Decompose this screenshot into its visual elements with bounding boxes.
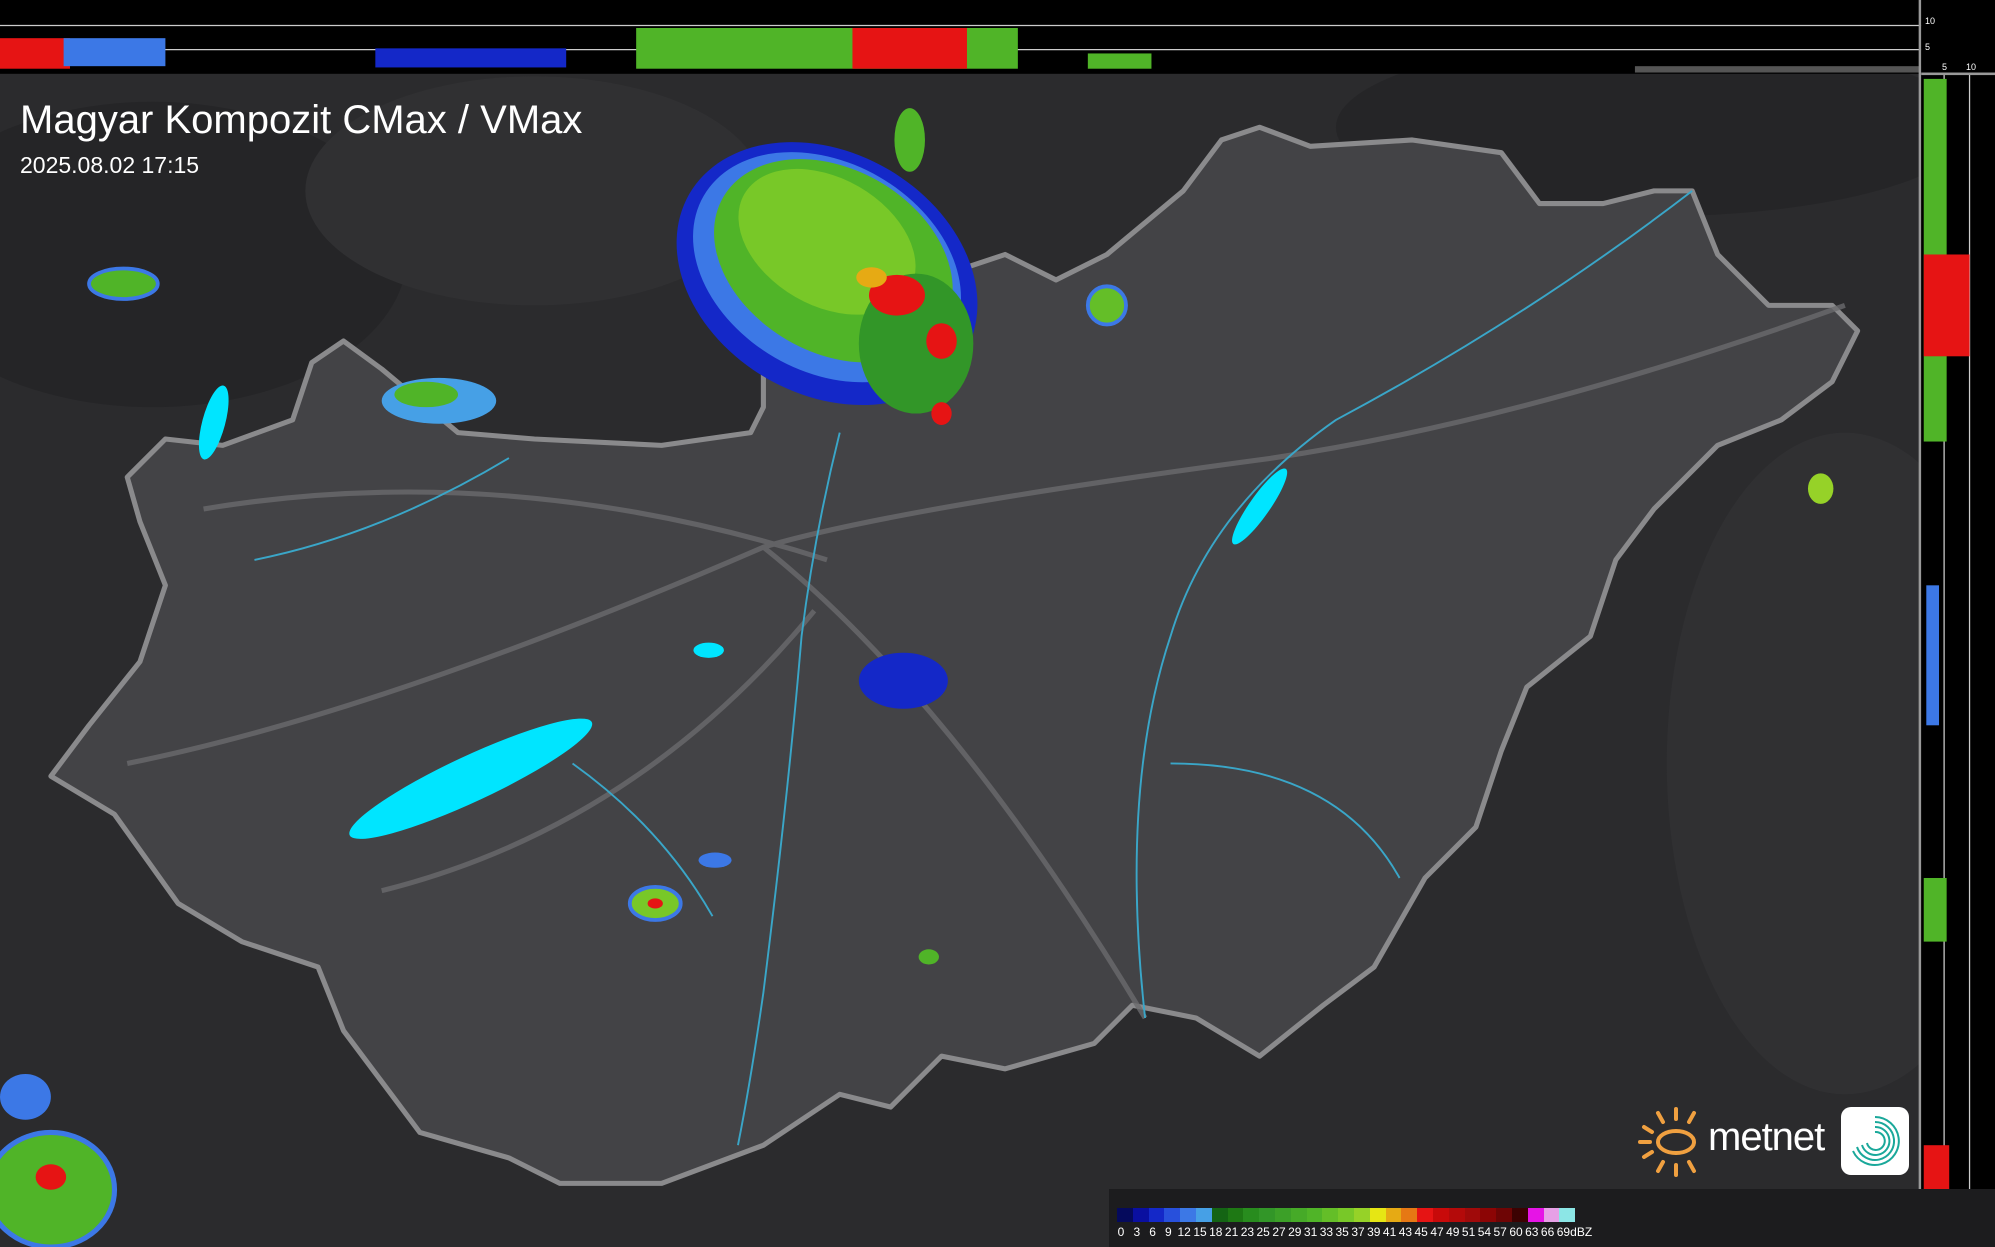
lakes [198, 385, 1288, 839]
lake-tisza [1232, 468, 1288, 545]
legend-tick-label: 39 [1367, 1225, 1381, 1239]
color-swatch [1448, 1208, 1465, 1222]
right-axis-tick-5: 5 [1942, 62, 1948, 72]
legend-tick-label: 60 [1509, 1225, 1523, 1239]
legend-tick-label: 37 [1351, 1225, 1365, 1239]
color-swatch [1480, 1208, 1497, 1222]
brand-name: metnet [1708, 1115, 1825, 1159]
lake-balaton [349, 718, 593, 839]
color-swatch [1227, 1208, 1244, 1222]
legend-unit: dBZ [1570, 1225, 1593, 1239]
legend-tick-label: 6 [1149, 1225, 1156, 1239]
color-swatch [1496, 1208, 1512, 1222]
color-swatch [1401, 1208, 1418, 1222]
color-swatch [1559, 1208, 1576, 1222]
color-swatch [1353, 1208, 1370, 1222]
color-swatch [1164, 1208, 1181, 1222]
color-swatch [1243, 1208, 1260, 1222]
legend-tick-label: 45 [1414, 1225, 1428, 1239]
color-swatch [1290, 1208, 1307, 1222]
color-swatch [1180, 1208, 1196, 1222]
legend-tick-label: 0 [1117, 1225, 1125, 1239]
color-swatch [1259, 1208, 1275, 1222]
legend-tick-label: 63 [1525, 1225, 1539, 1239]
color-swatch [1369, 1208, 1386, 1222]
legend-tick-label: 18 [1209, 1225, 1223, 1239]
rivers [254, 190, 1693, 1146]
color-swatch [1306, 1208, 1323, 1222]
legend-tick-label: 25 [1256, 1225, 1270, 1239]
color-swatch [1322, 1208, 1339, 1222]
color-swatch [1385, 1208, 1402, 1222]
legend-tick-label: 31 [1303, 1225, 1318, 1239]
color-scale [1117, 1208, 1576, 1222]
right-axis-tick-10: 10 [1966, 62, 1977, 72]
legend-tick-label: 9 [1165, 1225, 1172, 1239]
legend-tick-label: 54 [1477, 1225, 1492, 1239]
legend-tick-label: 12 [1177, 1225, 1191, 1239]
color-swatch [1117, 1208, 1133, 1222]
color-swatch [1211, 1208, 1228, 1222]
legend-tick-label: 21 [1224, 1225, 1239, 1239]
terrain-shading [0, 38, 1995, 1095]
legend-tick-label: 29 [1288, 1225, 1302, 1239]
top-axis-tick-10: 10 [1925, 16, 1936, 26]
legend-tick-label: 41 [1382, 1225, 1397, 1239]
color-swatch [1274, 1208, 1291, 1222]
dbz-color-legend: 0 3 6 9 12 15 18 21 23 25 27 29 31 33 35 37 39 41 43 45 47 49… [1109, 1189, 1995, 1247]
color-swatch [1464, 1208, 1481, 1222]
map-timestamp: 2025.08.02 17:15 [20, 152, 200, 178]
color-swatch [1148, 1208, 1165, 1222]
legend-tick-label: 23 [1240, 1225, 1255, 1239]
legend-tick-label: 51 [1461, 1225, 1476, 1239]
color-swatch [1543, 1208, 1560, 1222]
legend-tick-label: 27 [1272, 1225, 1286, 1239]
legend-tick-label: 3 [1133, 1225, 1141, 1239]
swirl-icon [1852, 1116, 1900, 1166]
legend-tick-label: 47 [1430, 1225, 1444, 1239]
legend-tick-label: 66 [1540, 1225, 1555, 1239]
roads [126, 302, 1846, 1020]
map-title: Magyar Kompozit CMax / VMax [20, 98, 583, 142]
color-swatch [1417, 1208, 1433, 1222]
radar-echoes [0, 108, 1834, 1247]
legend-tick-label: 57 [1493, 1225, 1507, 1239]
lake-neusiedl [198, 385, 229, 460]
legend-tick-label: 69 [1556, 1225, 1571, 1239]
color-swatch [1132, 1208, 1149, 1222]
color-swatch [1195, 1208, 1212, 1222]
metnet-logo: metnet [1636, 1105, 1911, 1180]
legend-tick-label: 49 [1446, 1225, 1460, 1239]
legend-tick-label: 35 [1335, 1225, 1349, 1239]
top-axis-tick-5: 5 [1925, 42, 1931, 52]
color-swatch [1338, 1208, 1354, 1222]
legend-tick-label: 33 [1319, 1225, 1334, 1239]
color-swatch [1527, 1208, 1544, 1222]
legend-tick-label: 43 [1398, 1225, 1413, 1239]
sun-icon [1638, 1107, 1696, 1177]
color-swatch [1511, 1208, 1528, 1222]
top-cross-section [0, 0, 1922, 1247]
app-icon [1841, 1107, 1909, 1175]
color-swatch [1432, 1208, 1449, 1222]
legend-tick-label: 15 [1193, 1225, 1207, 1239]
right-cross-section [1921, 0, 1995, 1247]
